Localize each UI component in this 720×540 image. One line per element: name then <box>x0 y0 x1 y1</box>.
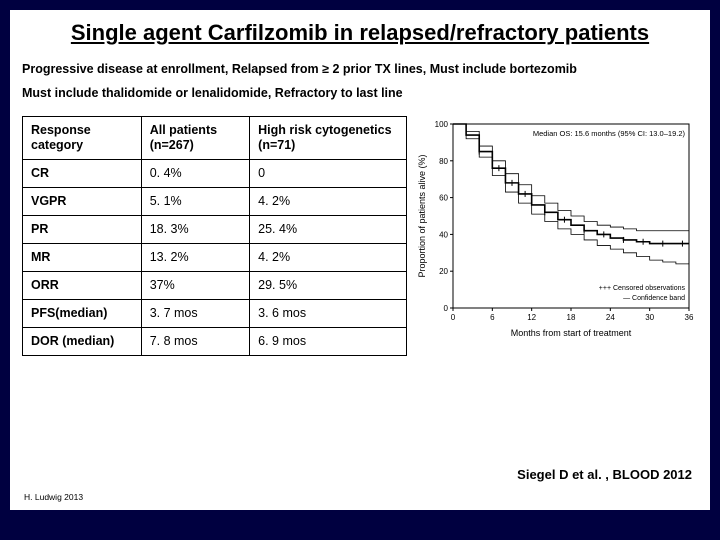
svg-text:Proportion of patients alive (: Proportion of patients alive (%) <box>417 154 427 277</box>
row-label: DOR (median) <box>23 327 142 355</box>
table-row: ORR37%29. 5% <box>23 271 407 299</box>
cell-value: 13. 2% <box>141 243 249 271</box>
svg-text:Months from start of treatment: Months from start of treatment <box>511 328 632 338</box>
cell-value: 5. 1% <box>141 187 249 215</box>
svg-text:0: 0 <box>451 313 456 322</box>
cell-value: 3. 7 mos <box>141 299 249 327</box>
response-table: Response category All patients (n=267) H… <box>22 116 407 356</box>
slide-title: Single agent Carfilzomib in relapsed/ref… <box>22 20 698 46</box>
cell-value: 18. 3% <box>141 215 249 243</box>
svg-text:100: 100 <box>435 120 449 129</box>
svg-text:12: 12 <box>527 313 536 322</box>
svg-text:0: 0 <box>444 304 449 313</box>
km-chart: 0 20 40 60 80 100 0 6 12 18 24 30 36 Median OS: 15.6 … <box>415 116 695 346</box>
cell-value: 6. 9 mos <box>250 327 407 355</box>
svg-text:80: 80 <box>439 157 448 166</box>
table-row: PFS(median)3. 7 mos3. 6 mos <box>23 299 407 327</box>
table-row: VGPR5. 1%4. 2% <box>23 187 407 215</box>
row-label: PR <box>23 215 142 243</box>
cell-value: 25. 4% <box>250 215 407 243</box>
cell-value: 7. 8 mos <box>141 327 249 355</box>
col-highrisk: High risk cytogenetics (n=71) <box>250 116 407 159</box>
content-row: Response category All patients (n=267) H… <box>22 116 698 356</box>
svg-text:20: 20 <box>439 267 448 276</box>
svg-text:40: 40 <box>439 230 448 239</box>
row-label: PFS(median) <box>23 299 142 327</box>
svg-text:60: 60 <box>439 193 448 202</box>
svg-text:— Confidence band: — Confidence band <box>623 295 685 302</box>
row-label: MR <box>23 243 142 271</box>
table-header-row: Response category All patients (n=267) H… <box>23 116 407 159</box>
svg-text:24: 24 <box>606 313 615 322</box>
criteria-line-2: Must include thalidomide or lenalidomide… <box>22 82 698 106</box>
table-row: MR13. 2%4. 2% <box>23 243 407 271</box>
cell-value: 3. 6 mos <box>250 299 407 327</box>
svg-text:6: 6 <box>490 313 495 322</box>
criteria-line-1: Progressive disease at enrollment, Relap… <box>22 58 698 82</box>
km-chart-svg: 0 20 40 60 80 100 0 6 12 18 24 30 36 Median OS: 15.6 … <box>415 116 695 346</box>
table-row: CR0. 4%0 <box>23 159 407 187</box>
row-label: VGPR <box>23 187 142 215</box>
row-label: ORR <box>23 271 142 299</box>
table-row: DOR (median)7. 8 mos6. 9 mos <box>23 327 407 355</box>
col-response: Response category <box>23 116 142 159</box>
slide: Single agent Carfilzomib in relapsed/ref… <box>10 10 710 510</box>
table-row: PR18. 3%25. 4% <box>23 215 407 243</box>
cell-value: 0 <box>250 159 407 187</box>
svg-text:Median OS: 15.6 months (95% CI: Median OS: 15.6 months (95% CI: 13.0–19.… <box>533 129 686 138</box>
cell-value: 4. 2% <box>250 187 407 215</box>
svg-text:30: 30 <box>645 313 654 322</box>
citation: Siegel D et al. , BLOOD 2012 <box>517 467 692 482</box>
cell-value: 29. 5% <box>250 271 407 299</box>
cell-value: 0. 4% <box>141 159 249 187</box>
col-all: All patients (n=267) <box>141 116 249 159</box>
footnote: H. Ludwig 2013 <box>24 492 83 502</box>
inclusion-criteria: Progressive disease at enrollment, Relap… <box>22 58 698 106</box>
svg-text:36: 36 <box>685 313 694 322</box>
row-label: CR <box>23 159 142 187</box>
cell-value: 37% <box>141 271 249 299</box>
cell-value: 4. 2% <box>250 243 407 271</box>
svg-text:+++ Censored observations: +++ Censored observations <box>599 285 686 292</box>
svg-text:18: 18 <box>567 313 576 322</box>
